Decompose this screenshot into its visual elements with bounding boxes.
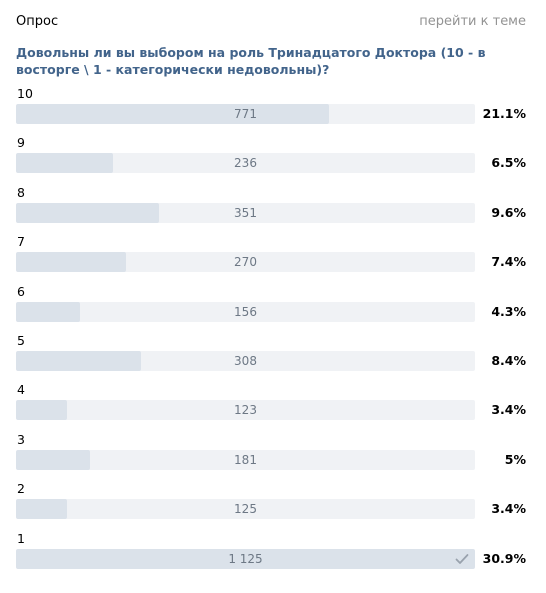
poll-option: 5 308 8.4% <box>16 333 526 382</box>
option-bar[interactable]: 156 <box>16 301 475 322</box>
option-bar-fill <box>16 252 126 273</box>
poll-option: 6 156 4.3% <box>16 284 526 333</box>
option-bar[interactable]: 125 <box>16 499 475 520</box>
poll-option: 1 1 125 30.9% <box>16 531 526 580</box>
option-label: 4 <box>17 382 25 398</box>
option-bar[interactable]: 308 <box>16 350 475 371</box>
option-percent: 4.3% <box>491 303 526 319</box>
option-vote-count: 308 <box>234 353 257 368</box>
option-label: 9 <box>17 135 25 151</box>
poll-header: Опрос перейти к теме <box>16 14 526 32</box>
option-percent: 7.4% <box>491 254 526 270</box>
option-label: 10 <box>17 86 33 101</box>
option-label: 6 <box>17 283 25 299</box>
option-percent: 3.4% <box>491 402 526 418</box>
poll-options: 10 771 21.1% 9 236 6.5% 8 351 9.6% 7 270 7.4% 6 156 4.… <box>16 86 526 580</box>
poll-option: 8 351 9.6% <box>16 185 526 234</box>
option-bar[interactable]: 181 <box>16 449 475 470</box>
option-percent: 5% <box>504 451 526 467</box>
option-bar-fill <box>16 350 141 371</box>
option-vote-count: 125 <box>234 502 257 517</box>
option-bar[interactable]: 270 <box>16 252 475 273</box>
poll-option: 9 236 6.5% <box>16 135 526 184</box>
option-bar[interactable]: 1 125 <box>16 548 475 569</box>
option-percent: 21.1% <box>482 106 526 121</box>
option-label: 2 <box>17 481 25 497</box>
option-vote-count: 1 125 <box>228 551 263 566</box>
poll-option: 2 125 3.4% <box>16 481 526 530</box>
option-percent: 30.9% <box>482 550 526 566</box>
option-bar-fill <box>16 301 80 322</box>
goto-topic-link[interactable]: перейти к теме <box>419 14 526 29</box>
poll-question: Довольны ли вы выбором на роль Тринадцат… <box>16 45 486 77</box>
option-label: 8 <box>17 184 25 200</box>
option-vote-count: 236 <box>234 156 257 171</box>
option-bar[interactable]: 771 <box>16 104 475 124</box>
option-label: 5 <box>17 332 25 348</box>
option-bar-fill <box>16 400 67 421</box>
option-label: 7 <box>17 234 25 250</box>
option-vote-count: 181 <box>234 452 257 467</box>
option-percent: 6.5% <box>491 155 526 171</box>
option-bar-fill <box>16 202 159 223</box>
poll-option: 10 771 21.1% <box>16 86 526 135</box>
option-bar[interactable]: 236 <box>16 153 475 174</box>
poll-label: Опрос <box>16 14 59 29</box>
option-vote-count: 123 <box>234 403 257 418</box>
option-vote-count: 351 <box>234 205 257 220</box>
option-label: 1 <box>17 530 25 546</box>
option-bar[interactable]: 351 <box>16 202 475 223</box>
option-percent: 9.6% <box>491 204 526 220</box>
option-vote-count: 771 <box>234 107 257 121</box>
poll-option: 3 181 5% <box>16 432 526 481</box>
option-bar-fill <box>16 104 330 124</box>
poll-option: 4 123 3.4% <box>16 382 526 431</box>
option-vote-count: 270 <box>234 255 257 270</box>
check-icon <box>455 553 469 564</box>
option-bar-fill <box>16 548 475 569</box>
option-percent: 8.4% <box>491 352 526 368</box>
option-bar[interactable]: 123 <box>16 400 475 421</box>
option-label: 3 <box>17 431 25 447</box>
option-bar-fill <box>16 449 91 470</box>
option-vote-count: 156 <box>234 304 257 319</box>
option-bar-fill <box>16 499 67 520</box>
poll-option: 7 270 7.4% <box>16 234 526 283</box>
option-bar-fill <box>16 153 113 174</box>
option-percent: 3.4% <box>491 501 526 517</box>
